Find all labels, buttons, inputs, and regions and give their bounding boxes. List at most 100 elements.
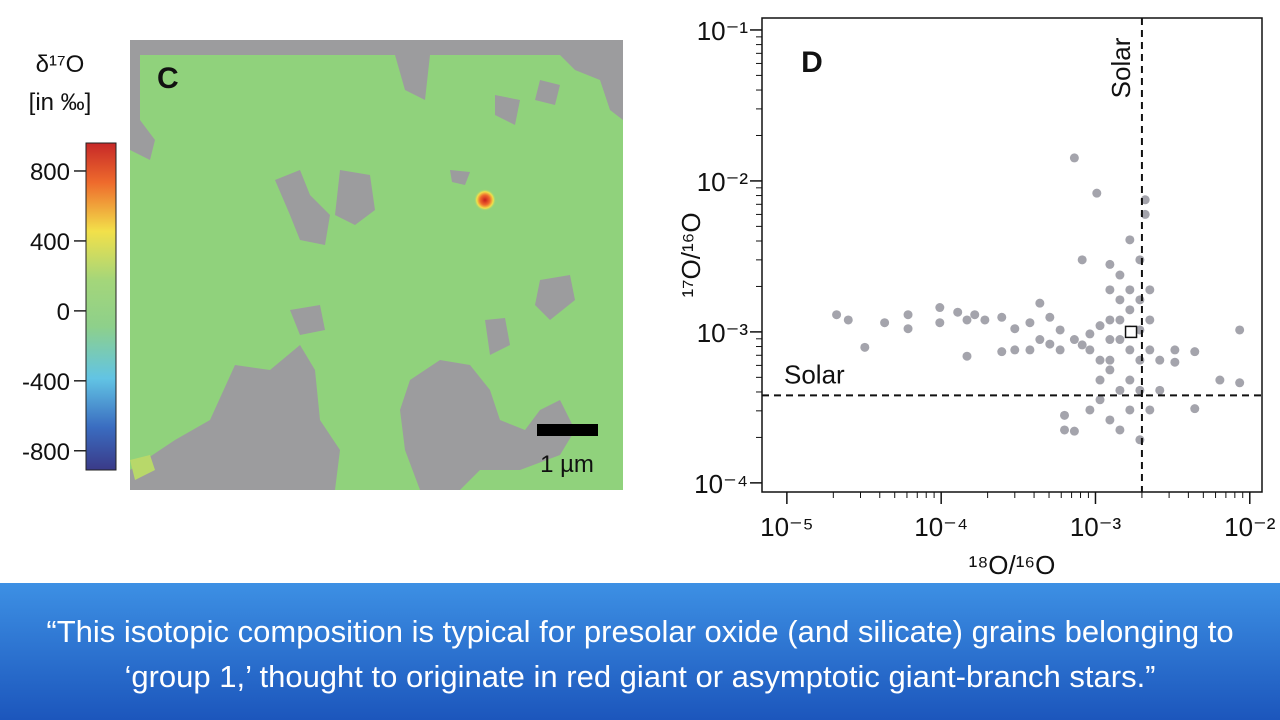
data-point — [903, 310, 913, 320]
data-point — [1085, 329, 1095, 339]
data-point — [1045, 312, 1055, 322]
data-point — [1135, 385, 1145, 395]
data-point — [1135, 355, 1145, 365]
data-point — [1055, 325, 1065, 335]
panel-label: C — [157, 62, 179, 95]
colorbar-label: δ¹⁷O — [36, 51, 85, 78]
data-point — [832, 310, 842, 320]
data-point — [980, 315, 990, 325]
data-point — [1125, 405, 1135, 415]
data-point — [1170, 345, 1180, 355]
data-point — [1077, 340, 1087, 350]
data-point — [1085, 345, 1095, 355]
data-point — [1190, 404, 1200, 414]
map-region — [535, 80, 560, 105]
data-point — [1190, 347, 1200, 357]
map-region — [485, 318, 510, 355]
data-point — [1045, 339, 1055, 349]
reference-label: Solar — [1106, 37, 1136, 98]
plot-frame — [761, 17, 1263, 493]
map-region — [535, 275, 575, 320]
colorbar-scale — [85, 142, 117, 471]
data-point — [997, 347, 1007, 357]
colorbar-label: [in ‰] — [29, 89, 92, 116]
data-point — [1055, 345, 1065, 355]
x-tick-label: 10⁻² — [1224, 512, 1276, 542]
data-point — [1115, 385, 1125, 395]
data-point — [1060, 410, 1070, 420]
data-point — [1170, 357, 1180, 367]
data-point — [880, 318, 890, 328]
map-region — [275, 170, 330, 245]
data-point — [1125, 285, 1135, 295]
isotope-map: C 1 µm — [130, 40, 623, 490]
data-point — [1010, 324, 1020, 334]
data-point — [1155, 385, 1165, 395]
colorbar-tick-label: 0 — [57, 299, 70, 326]
data-point — [1105, 315, 1115, 325]
data-point — [1105, 285, 1115, 295]
data-point — [1069, 153, 1079, 163]
data-point — [1115, 270, 1125, 280]
map-region — [290, 305, 325, 335]
data-point — [1060, 425, 1070, 435]
caption-line: ‘group 1,’ thought to originate in red g… — [124, 659, 1155, 694]
data-point — [935, 318, 945, 328]
data-point — [1069, 335, 1079, 345]
data-point — [1140, 209, 1150, 219]
colorbar-tick-label: 800 — [30, 159, 70, 186]
x-axis-label: ¹⁸O/¹⁶O — [969, 550, 1056, 580]
data-point — [1125, 375, 1135, 385]
data-point — [1105, 355, 1115, 365]
x-tick-label: 10⁻⁴ — [914, 512, 968, 542]
colorbar-tick-label: -800 — [22, 439, 70, 466]
x-tick-label: 10⁻³ — [1070, 512, 1122, 542]
caption-line: “This isotopic composition is typical fo… — [46, 614, 1233, 649]
data-point — [1105, 365, 1115, 375]
x-tick-label: 10⁻⁵ — [760, 512, 813, 542]
map-region — [130, 40, 623, 160]
data-point — [1115, 425, 1125, 435]
solar-marker — [1124, 325, 1138, 339]
y-axis-label: ¹⁷O/¹⁶O — [676, 212, 706, 297]
data-point — [903, 324, 913, 334]
data-point — [1145, 315, 1155, 325]
y-tick-label: 10⁻⁴ — [694, 469, 748, 499]
data-point — [997, 312, 1007, 322]
reference-label: Solar — [784, 359, 845, 389]
data-point — [1105, 415, 1115, 425]
data-point — [1115, 295, 1125, 305]
data-point — [860, 342, 870, 352]
colorbar: δ¹⁷O [in ‰] 800 400 0 -400 -800 — [22, 51, 117, 471]
data-point — [1135, 255, 1145, 265]
data-point — [1215, 375, 1225, 385]
y-tick-label: 10⁻³ — [697, 318, 749, 348]
data-point — [843, 315, 853, 325]
data-point — [1115, 315, 1125, 325]
map-region — [400, 360, 575, 490]
data-point — [1155, 355, 1165, 365]
y-tick-label: 10⁻² — [697, 167, 749, 197]
scale-bar-label: 1 µm — [540, 451, 594, 478]
data-point — [1025, 318, 1035, 328]
data-point — [1115, 335, 1125, 345]
caption-band — [0, 583, 1280, 720]
data-point — [1105, 259, 1115, 269]
data-point — [1145, 285, 1155, 295]
data-point — [1077, 255, 1087, 265]
data-point — [1125, 345, 1135, 355]
data-point — [1035, 298, 1045, 308]
colorbar-tick-label: 400 — [30, 229, 70, 256]
data-point — [1105, 335, 1115, 345]
data-point — [1085, 405, 1095, 415]
map-region — [130, 455, 155, 480]
data-point — [1069, 426, 1079, 436]
map-region — [450, 170, 470, 185]
hotspot — [474, 189, 496, 211]
map-region — [495, 95, 520, 125]
panel-label: D — [801, 46, 823, 79]
data-point — [1095, 395, 1105, 405]
data-point — [962, 315, 972, 325]
data-point — [1145, 345, 1155, 355]
